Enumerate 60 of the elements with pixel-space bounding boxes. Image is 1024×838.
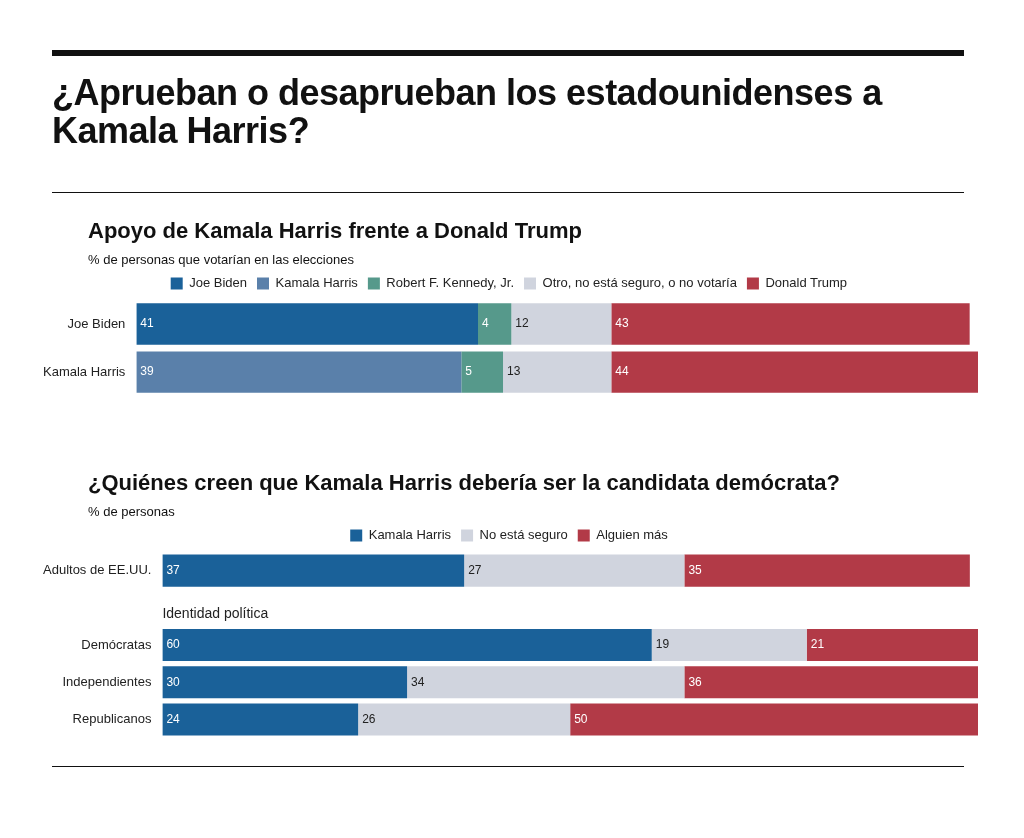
bar [503,351,612,393]
data-label: 44 [615,364,630,379]
data-label: 37 [166,562,181,577]
legend-label: Kamala Harris [275,275,359,291]
data-label: 35 [688,562,703,577]
bar [461,351,504,393]
legend-label: Donald Trump [765,275,848,291]
data-label: 26 [362,711,376,726]
y-tick-label: Demócratas [81,636,152,652]
bar [136,351,462,393]
bar [806,629,978,662]
y-tick-label: Independientes [62,673,152,689]
data-label: 4 [482,316,490,331]
data-label: 43 [615,316,630,331]
bar [162,629,652,662]
bar [478,303,512,345]
legend-label: Kamala Harris [368,527,452,543]
data-label: 39 [140,364,155,379]
bar [651,629,807,662]
annotation: Identidad política [162,604,269,621]
legend-label: Otro, no está seguro, o no votaría [542,275,738,291]
legend-label: No está seguro [479,527,568,543]
data-label: 24 [166,711,181,726]
bar [511,303,612,345]
y-tick-label: Republicanos [72,711,152,727]
bar [570,703,978,736]
legend-label: Joe Biden [189,275,248,291]
chart-subtitle: % de personas [88,504,176,519]
data-label: 19 [655,637,670,652]
data-label: 60 [166,637,181,652]
bar [358,703,571,736]
chart-title: Apoyo de Kamala Harris frente a Donald Trump [88,218,583,244]
chart-subtitle: % de personas que votarían en las elecciones [88,252,355,267]
data-label: 30 [166,674,181,689]
bar [162,666,408,699]
bar [684,666,978,699]
y-tick-label: Adultos de EE.UU. [43,562,152,578]
bar [611,303,970,345]
data-label: 50 [574,711,588,726]
y-tick-label: Joe Biden [67,315,126,331]
bar [162,703,359,736]
y-tick-label: Kamala Harris [43,363,126,379]
bar [407,666,685,699]
data-label: 5 [465,364,473,379]
bar [162,554,465,587]
bar [684,554,970,587]
data-label: 21 [810,637,825,652]
data-label: 12 [515,316,530,331]
data-label: 36 [688,674,703,689]
data-label: 27 [468,562,482,577]
chart-title: ¿Quiénes creen que Kamala Harris debería ser la candidata demócrata? [88,470,841,496]
bar [136,303,479,345]
bar [464,554,685,587]
data-label: 13 [507,364,521,379]
data-label: 34 [411,674,425,689]
data-label: 41 [140,316,155,331]
legend-label: Robert F. Kennedy, Jr. [386,275,515,291]
text: ¿Aprueban o desaprueban los estadounidenses a Kamala Harris? [52,72,884,151]
bar [611,351,978,393]
legend-label: Alguien más [596,527,669,543]
